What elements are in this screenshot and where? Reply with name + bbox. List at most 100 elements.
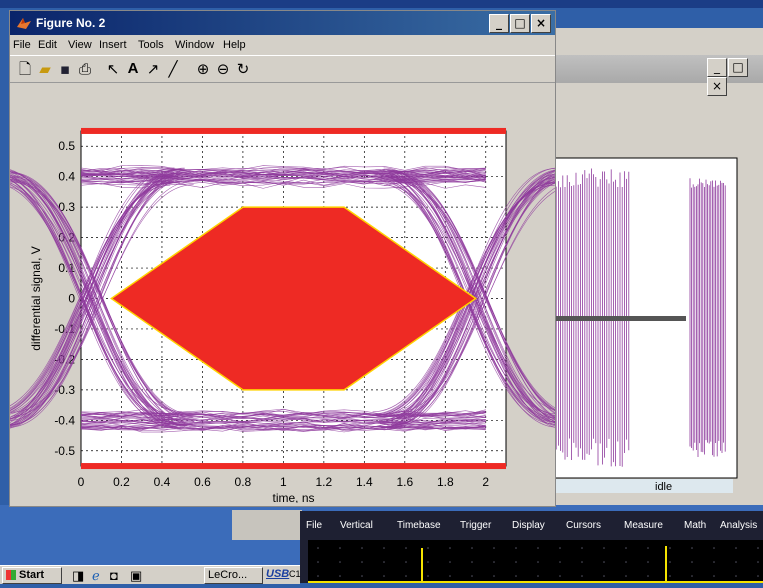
scope-grid-dot xyxy=(339,575,341,577)
line-insert-icon[interactable]: ╱ xyxy=(168,60,178,78)
explorer-icon[interactable]: ◘ xyxy=(110,568,118,583)
start-button[interactable]: Start xyxy=(2,567,62,584)
rotate-icon[interactable]: ↻ xyxy=(236,60,250,78)
scope-menu-display[interactable]: Display xyxy=(512,520,545,531)
menu-edit[interactable]: Edit xyxy=(38,39,57,51)
scope-grid-dot xyxy=(581,547,583,549)
background-maximize-button[interactable]: □ xyxy=(728,58,748,77)
x-tick-label: 1 xyxy=(280,475,287,489)
scope-grid-dot xyxy=(361,575,363,577)
usb-tray-icon[interactable]: USB xyxy=(266,568,290,580)
y-tick-label: 0.4 xyxy=(58,170,75,184)
scope-grid-dot xyxy=(559,575,561,577)
menu-insert[interactable]: Insert xyxy=(99,39,127,51)
select-arrow-icon[interactable]: ↖ xyxy=(106,60,120,78)
eye-transition xyxy=(10,184,171,407)
scope-grid-dot xyxy=(581,561,583,563)
eye-transition xyxy=(10,169,192,428)
menu-help[interactable]: Help xyxy=(223,39,246,51)
scope-trace xyxy=(308,546,763,583)
media-icon[interactable]: ▣ xyxy=(130,568,143,583)
scope-menu-cursors[interactable]: Cursors xyxy=(566,520,602,531)
scope-grid-dot xyxy=(405,561,407,563)
menu-file[interactable]: File xyxy=(13,39,31,51)
scope-grid-dot xyxy=(559,561,561,563)
figure-toolbar: 🗋 ▰ ▪ ⎙ ↖ A ↗ ╱ ⊕ ⊖ ↻ xyxy=(10,55,555,83)
windows-logo-icon xyxy=(6,570,16,581)
menu-tools[interactable]: Tools xyxy=(138,39,164,51)
background-close-button[interactable]: × xyxy=(707,77,727,96)
scope-grid-dot xyxy=(537,547,539,549)
scope-grid-dot xyxy=(757,575,759,577)
eye-trace xyxy=(80,165,486,172)
eye-trace xyxy=(80,174,486,181)
show-desktop-icon[interactable]: ◨ xyxy=(72,568,85,583)
eye-trace xyxy=(80,425,486,432)
scope-menubar: File Vertical Timebase Trigger Display C… xyxy=(300,511,763,539)
maximize-button[interactable]: □ xyxy=(510,14,530,33)
save-icon[interactable]: ▪ xyxy=(59,60,71,78)
scope-grid-dot xyxy=(361,547,363,549)
eye-trace xyxy=(80,172,486,179)
scope-grid-dot xyxy=(317,547,319,549)
scope-grid-dot xyxy=(647,561,649,563)
scope-menu-file[interactable]: File xyxy=(306,520,323,531)
scope-grid-dot xyxy=(449,575,451,577)
eye-trace xyxy=(80,167,486,174)
scope-menu-trigger[interactable]: Trigger xyxy=(460,520,492,531)
zoom-in-icon[interactable]: ⊕ xyxy=(196,60,210,78)
scope-menu-timebase[interactable]: Timebase xyxy=(397,520,441,531)
eye-trace xyxy=(80,166,486,174)
start-label: Start xyxy=(19,569,45,581)
eye-transition xyxy=(395,178,555,412)
internet-explorer-icon[interactable]: ℯ xyxy=(92,568,100,583)
text-insert-icon[interactable]: A xyxy=(127,60,139,77)
scope-grid-dot xyxy=(405,575,407,577)
scope-grid-dot xyxy=(669,547,671,549)
x-tick-label: 0.8 xyxy=(235,475,252,489)
scope-grid-dot xyxy=(691,561,693,563)
x-tick-label: 1.4 xyxy=(356,475,373,489)
taskbar-item-c1[interactable]: C1 xyxy=(289,569,301,579)
new-file-icon[interactable]: 🗋 xyxy=(18,60,32,78)
scope-menu-math[interactable]: Math xyxy=(684,520,707,531)
matlab-logo-icon xyxy=(17,18,31,29)
scope-grid-dot xyxy=(383,547,385,549)
print-icon[interactable]: ⎙ xyxy=(78,60,91,78)
scope-menu-analysis[interactable]: Analysis xyxy=(720,520,758,531)
open-folder-icon[interactable]: ▰ xyxy=(39,60,51,78)
scope-grid-dot xyxy=(427,575,429,577)
menu-window[interactable]: Window xyxy=(175,39,215,51)
scope-grid-dot xyxy=(713,547,715,549)
figure-window: Figure No. 2 _ □ × File Edit View Insert T… xyxy=(9,10,556,507)
y-axis-label: differential signal, V xyxy=(29,246,43,351)
scope-menu-vertical[interactable]: Vertical xyxy=(340,520,373,531)
eye-trace xyxy=(80,420,486,427)
eye-transition xyxy=(10,169,179,425)
menu-view[interactable]: View xyxy=(68,39,92,51)
minimize-button[interactable]: _ xyxy=(489,14,509,33)
figure-window-controls: _ □ × xyxy=(488,14,551,33)
figure-titlebar[interactable]: Figure No. 2 _ □ × xyxy=(10,11,555,35)
eye-trace xyxy=(80,417,486,424)
zoom-out-icon[interactable]: ⊖ xyxy=(216,60,230,78)
background-minimize-button[interactable]: _ xyxy=(707,58,727,77)
scope-grid-dot xyxy=(603,547,605,549)
scope-grid-dot xyxy=(317,575,319,577)
arrow-insert-icon[interactable]: ↗ xyxy=(146,60,160,78)
scope-grid-dot xyxy=(625,575,627,577)
scope-grid-dot xyxy=(625,547,627,549)
taskbar-item-lecroy[interactable]: LeCro... xyxy=(204,567,263,584)
close-button[interactable]: × xyxy=(531,14,551,33)
scope-grid-dot xyxy=(669,575,671,577)
scope-grid-dot xyxy=(449,547,451,549)
background-panel xyxy=(232,510,302,540)
scope-menu-measure[interactable]: Measure xyxy=(624,520,663,531)
eye-mask-polygon xyxy=(110,206,477,391)
background-waveform-plot: idle xyxy=(551,157,738,493)
eye-transition xyxy=(10,170,185,426)
eye-trace xyxy=(80,175,486,183)
eye-transition xyxy=(10,176,184,422)
eye-transition xyxy=(10,179,174,423)
eye-transition xyxy=(11,178,194,419)
